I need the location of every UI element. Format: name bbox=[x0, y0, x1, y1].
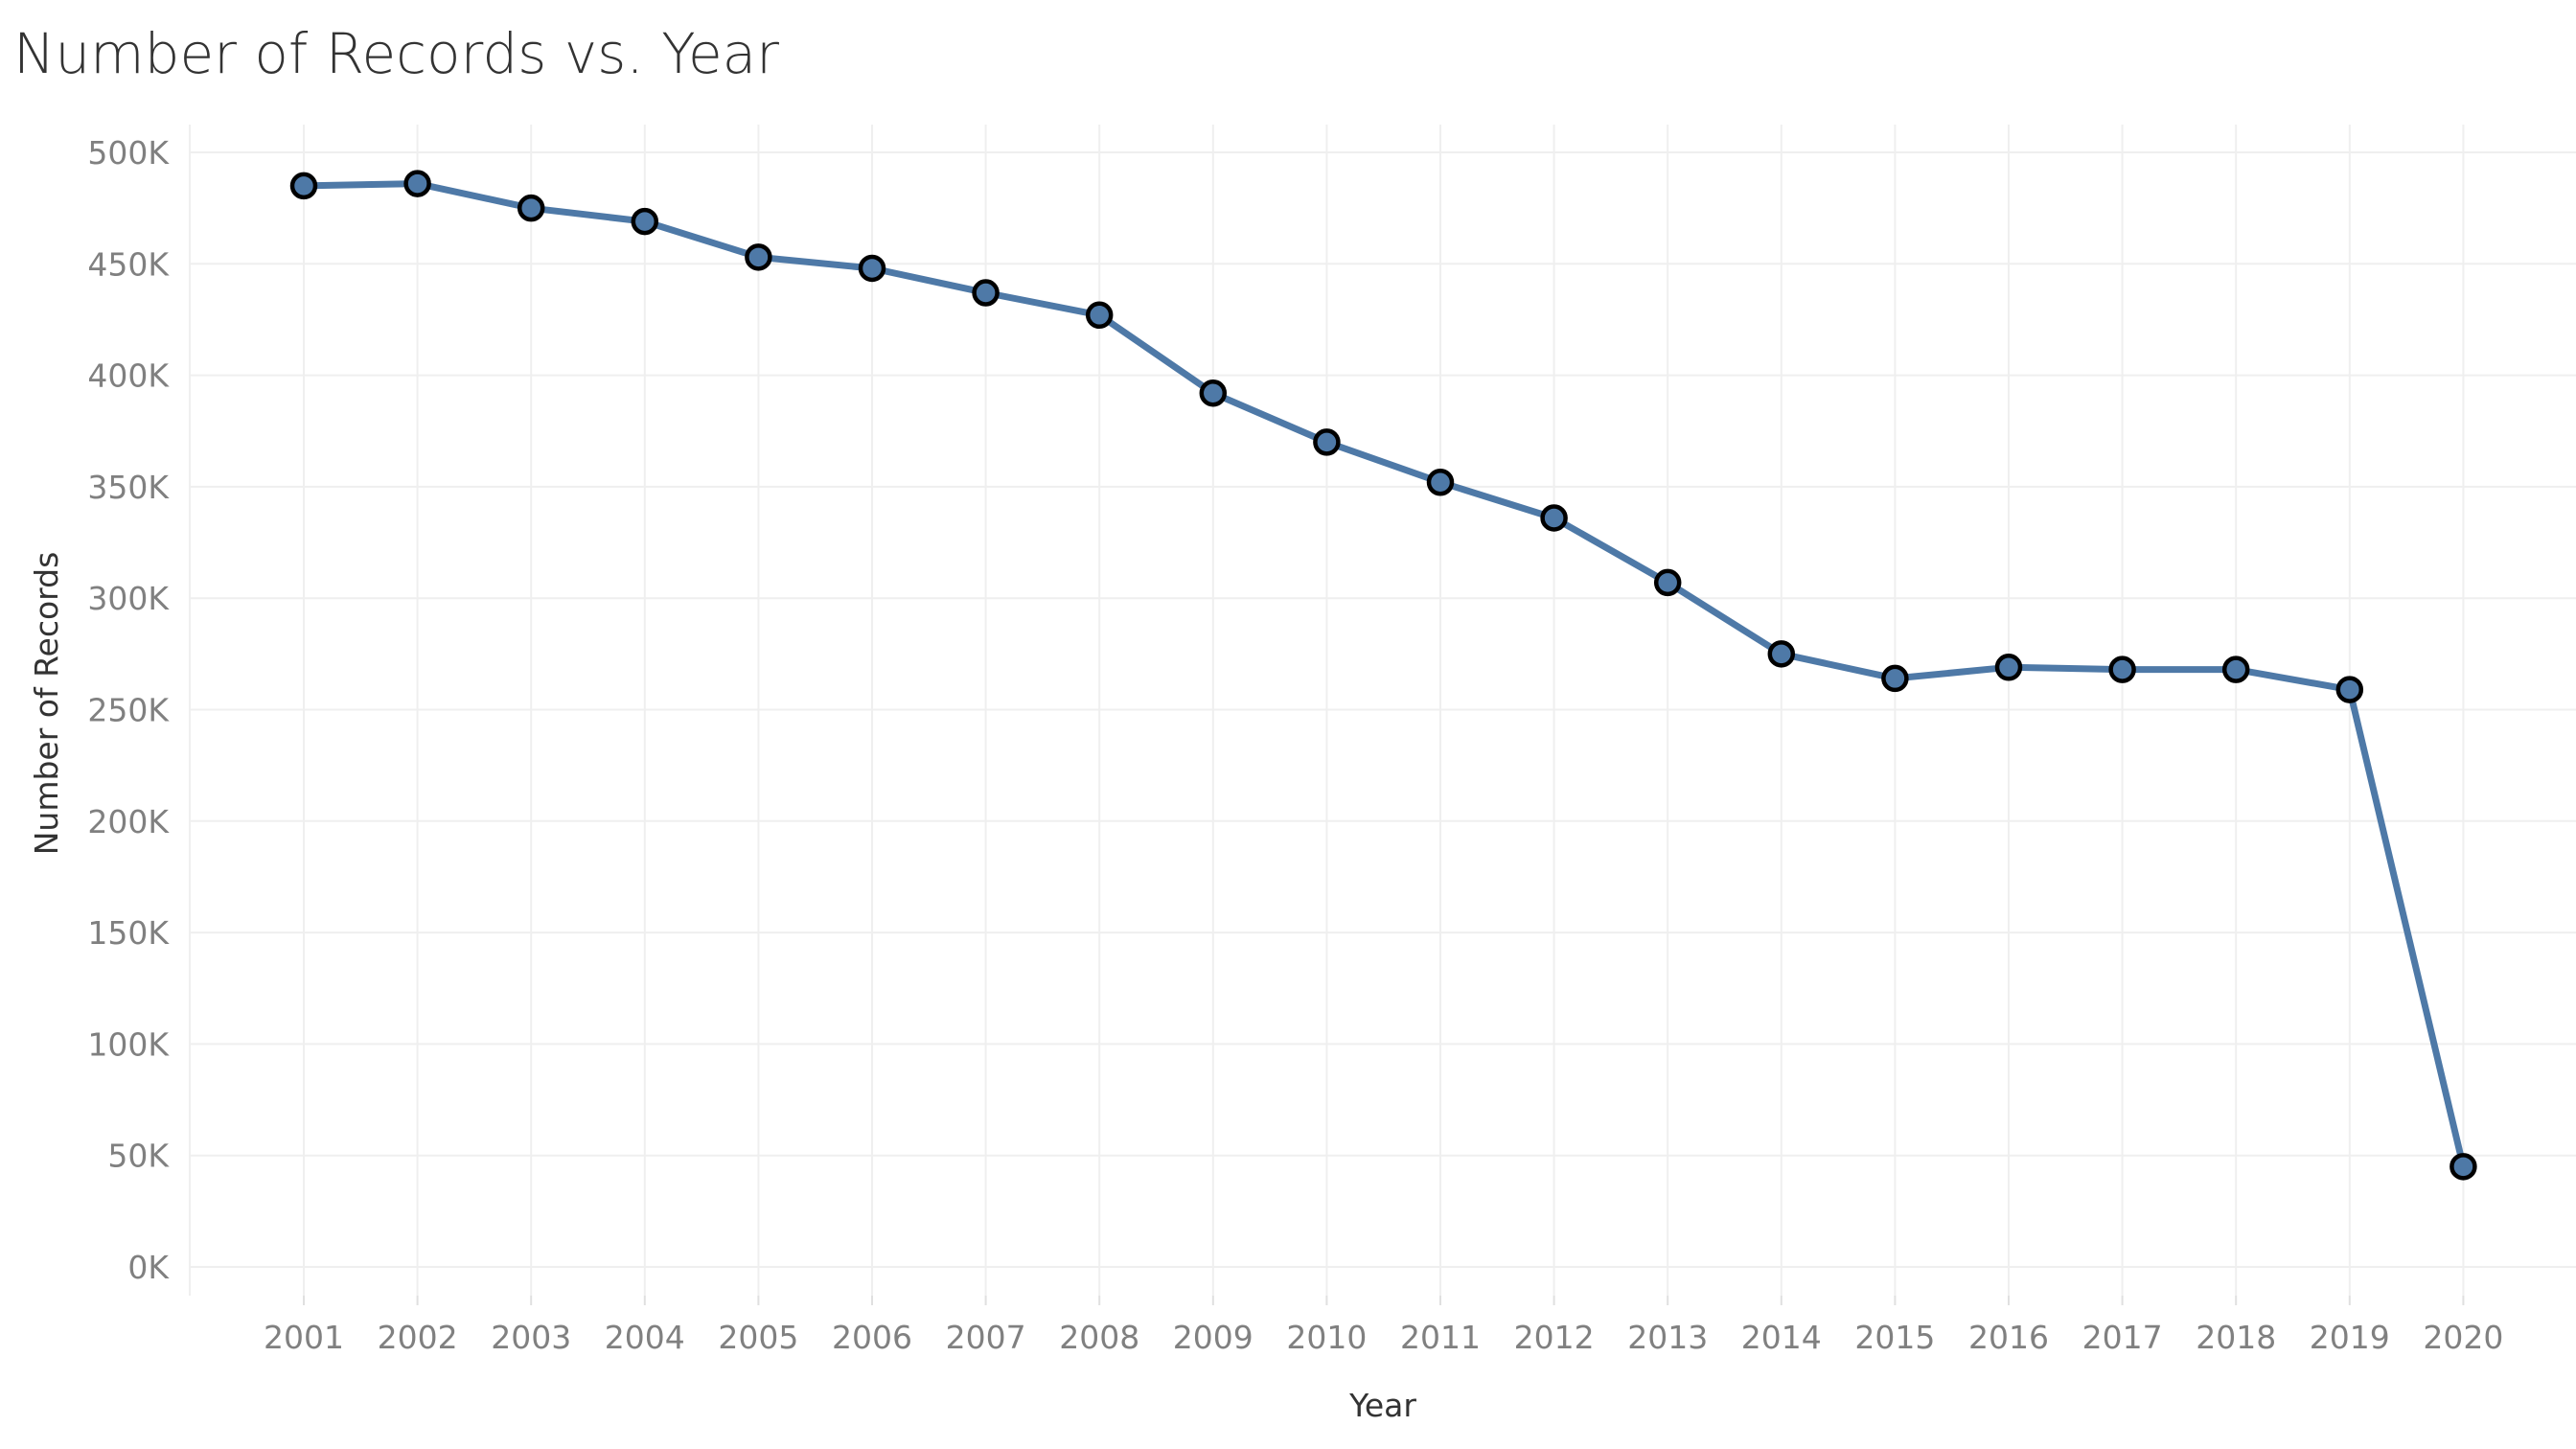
x-tick-label: 2010 bbox=[1286, 1319, 1367, 1356]
x-tick-label: 2020 bbox=[2423, 1319, 2503, 1356]
x-tick-label: 2004 bbox=[605, 1319, 685, 1356]
x-tick-label: 2019 bbox=[2310, 1319, 2390, 1356]
data-point bbox=[1994, 654, 2023, 681]
y-tick-label: 350K bbox=[87, 469, 170, 506]
y-tick-label: 50K bbox=[107, 1138, 170, 1175]
x-tick-label: 2012 bbox=[1514, 1319, 1595, 1356]
x-tick-label: 2018 bbox=[2196, 1319, 2276, 1356]
x-tick-label: 2015 bbox=[1854, 1319, 1935, 1356]
data-point bbox=[2450, 1153, 2477, 1181]
y-axis-title: Number of Records bbox=[28, 552, 65, 856]
x-axis-title: Year bbox=[1348, 1387, 1416, 1424]
data-point bbox=[1881, 664, 1909, 693]
data-point bbox=[2335, 676, 2364, 703]
x-tick-label: 2016 bbox=[1968, 1319, 2049, 1356]
axes bbox=[189, 125, 2465, 1305]
tick-labels: 0K 50K 100K 150K 200K 250K 300K 350K 400K 450K 500… bbox=[87, 134, 2503, 1356]
x-tick-label: 2005 bbox=[718, 1319, 798, 1356]
data-point bbox=[972, 279, 1000, 307]
y-tick-label: 100K bbox=[87, 1025, 170, 1063]
x-tick-label: 2006 bbox=[832, 1319, 912, 1356]
data-point bbox=[1767, 640, 1796, 668]
data-point bbox=[1653, 568, 1682, 597]
data-point bbox=[517, 194, 545, 222]
y-tick-label: 0K bbox=[127, 1249, 170, 1286]
x-tick-label: 2009 bbox=[1173, 1319, 1254, 1356]
data-point bbox=[631, 207, 659, 236]
series-line bbox=[300, 180, 2467, 1170]
data-point bbox=[1199, 379, 1228, 407]
data-point bbox=[2108, 656, 2136, 683]
y-tick-label: 500K bbox=[87, 134, 170, 172]
y-tick-label: 250K bbox=[87, 692, 170, 729]
x-tick-label: 2013 bbox=[1627, 1319, 1708, 1356]
grid-lines bbox=[190, 125, 2576, 1296]
data-point bbox=[403, 170, 431, 197]
data-point bbox=[289, 172, 318, 200]
x-tick-label: 2007 bbox=[946, 1319, 1026, 1356]
data-point bbox=[1313, 428, 1341, 456]
x-tick-label: 2014 bbox=[1741, 1319, 1822, 1356]
y-tick-label: 450K bbox=[87, 245, 170, 283]
data-point bbox=[1540, 504, 1568, 532]
chart-title: Number of Records vs. Year bbox=[13, 21, 780, 86]
x-tick-label: 2008 bbox=[1059, 1319, 1139, 1356]
x-tick-label: 2002 bbox=[378, 1319, 458, 1356]
y-tick-label: 300K bbox=[87, 580, 170, 617]
data-point bbox=[745, 243, 772, 271]
markers bbox=[289, 170, 2477, 1181]
data-point bbox=[1085, 301, 1114, 330]
y-tick-label: 200K bbox=[87, 803, 170, 840]
series bbox=[300, 180, 2467, 1170]
data-point bbox=[1426, 468, 1455, 496]
data-point bbox=[2221, 656, 2250, 683]
x-tick-label: 2011 bbox=[1400, 1319, 1481, 1356]
x-tick-label: 2003 bbox=[491, 1319, 571, 1356]
x-tick-label: 2017 bbox=[2082, 1319, 2163, 1356]
x-tick-label: 2001 bbox=[264, 1319, 344, 1356]
data-point bbox=[858, 254, 886, 283]
y-tick-label: 150K bbox=[87, 914, 170, 952]
y-tick-label: 400K bbox=[87, 357, 170, 395]
